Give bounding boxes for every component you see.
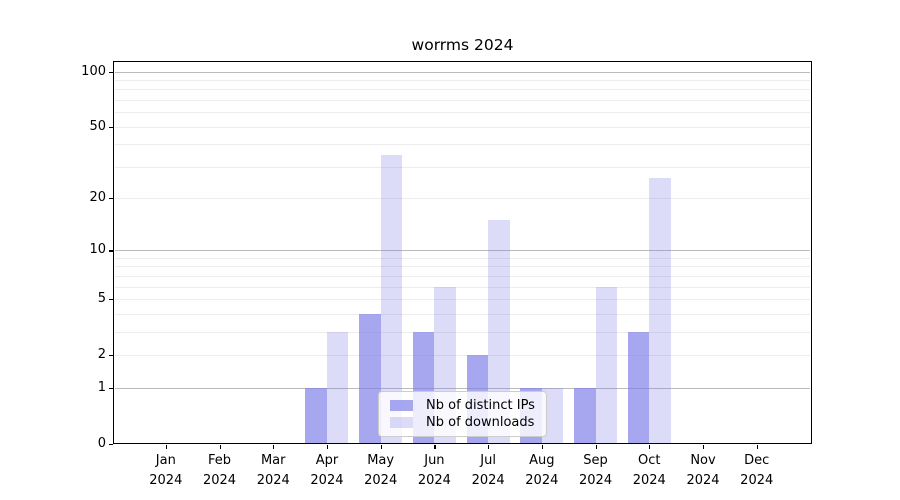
x-tick-year: 2024 — [632, 472, 666, 488]
x-tick — [165, 444, 167, 449]
legend-label-distinct-ips: Nb of distinct IPs — [426, 397, 535, 413]
y-tick-label: 50 — [89, 118, 106, 134]
x-tick — [219, 444, 221, 449]
x-tick-year: 2024 — [256, 472, 290, 488]
x-tick-month: Sep — [583, 453, 608, 468]
x-tick-year: 2024 — [202, 472, 237, 488]
x-tick-label: Sep 2024 — [568, 451, 624, 490]
x-tick-year: 2024 — [579, 472, 613, 488]
x-tick-month: Jan — [155, 453, 176, 468]
y-tick-label: 20 — [89, 190, 106, 206]
y-tick-label: 10 — [89, 242, 106, 258]
y-tick-label: 1 — [97, 379, 106, 395]
x-tick-label: Feb 2024 — [192, 451, 248, 490]
legend-swatch-distinct-ips — [390, 399, 413, 411]
x-tick-month: Apr — [315, 453, 339, 468]
x-tick-month: Aug — [529, 453, 555, 468]
x-tick-month: Oct — [638, 453, 661, 468]
x-tick-year: 2024 — [686, 472, 720, 488]
x-tick — [273, 444, 275, 449]
x-tick — [434, 444, 436, 449]
y-tick-label: 5 — [97, 291, 106, 307]
legend: Nb of distinct IPs Nb of downloads — [378, 391, 547, 437]
x-tick-label: Apr 2024 — [299, 451, 355, 490]
legend-swatch-downloads — [390, 417, 413, 429]
x-tick-year: 2024 — [525, 472, 559, 488]
legend-label-downloads: Nb of downloads — [426, 415, 535, 431]
x-tick-month: Dec — [744, 453, 770, 468]
y-tick-label: 2 — [97, 346, 106, 362]
x-tick — [380, 444, 382, 449]
x-tick-year: 2024 — [740, 472, 774, 488]
x-tick — [703, 444, 705, 449]
x-tick-year: 2024 — [364, 472, 398, 488]
x-tick-year: 2024 — [471, 472, 505, 488]
x-tick-month: Jul — [480, 453, 496, 468]
x-tick — [649, 444, 651, 449]
x-tick-month: Feb — [208, 453, 232, 468]
x-tick-label: Jul 2024 — [460, 451, 516, 490]
x-tick-month: Jun — [424, 453, 445, 468]
x-tick-label: Mar 2024 — [245, 451, 301, 490]
x-tick-label: Nov 2024 — [675, 451, 731, 490]
x-tick-label: Jun 2024 — [406, 451, 462, 490]
x-tick-label: Dec 2024 — [729, 451, 785, 490]
legend-item-downloads: Nb of downloads — [385, 415, 540, 430]
chart-title: worrms 2024 — [411, 36, 514, 54]
x-tick — [488, 444, 490, 449]
x-tick-year: 2024 — [310, 472, 344, 488]
x-tick-label: Oct 2024 — [621, 451, 677, 490]
x-tick-month: May — [367, 453, 395, 468]
y-tick-label: 100 — [81, 63, 106, 79]
y-tick-label: 0 — [97, 435, 106, 451]
x-tick-label: May 2024 — [353, 451, 409, 490]
x-tick — [541, 444, 544, 449]
x-tick-month: Mar — [260, 453, 286, 468]
x-tick-year: 2024 — [417, 472, 451, 488]
x-tick — [326, 444, 329, 449]
legend-item-distinct-ips: Nb of distinct IPs — [385, 398, 540, 413]
x-tick-label: Jan 2024 — [138, 451, 194, 490]
x-tick-year: 2024 — [149, 472, 183, 488]
x-tick — [756, 444, 758, 449]
plot-border — [113, 61, 812, 444]
x-tick-month: Nov — [690, 453, 716, 468]
x-tick-label: Aug 2024 — [514, 451, 570, 490]
x-tick — [595, 444, 597, 449]
